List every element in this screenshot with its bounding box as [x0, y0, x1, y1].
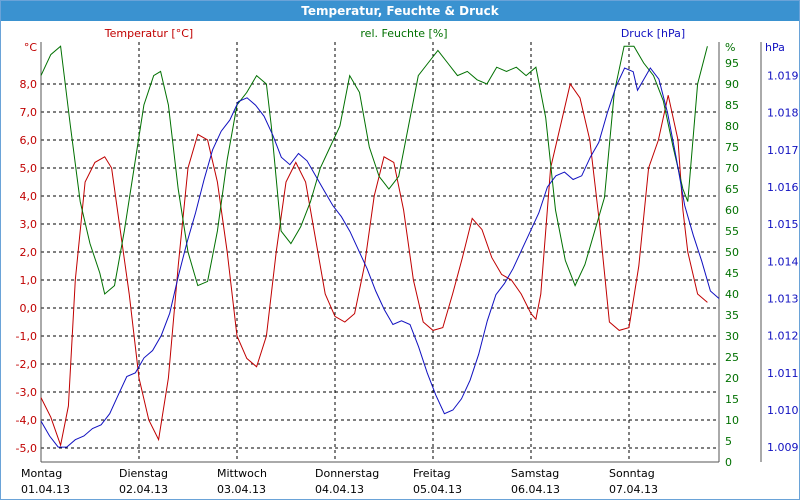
window-title: Temperatur, Feuchte & Druck [1, 1, 799, 21]
temperature-tick-label: 2,0 [20, 246, 38, 259]
humidity-tick-label: 80 [725, 120, 739, 133]
labels: -5,0 -4,0 -3,0 -2,0 -1,0 0,0 1,0 2,0 3,0 4,0 5,0 6,… [16, 27, 799, 496]
x-date-label: 02.04.13 [119, 483, 168, 496]
humidity-tick-label: 65 [725, 183, 739, 196]
series [40, 45, 720, 448]
temperature-tick-label: 5,0 [20, 162, 38, 175]
humidity-tick-label: 35 [725, 309, 739, 322]
x-day-label: Dienstag [119, 467, 168, 480]
pressure-tick-label: 1.019 [767, 69, 799, 82]
humidity-unit-label: % [725, 41, 735, 54]
pressure-tick-label: 1.016 [767, 181, 799, 194]
x-day-label: Freitag [413, 467, 451, 480]
temperature-tick-label: -5,0 [16, 442, 37, 455]
humidity-tick-label: 25 [725, 351, 739, 364]
temperature-tick-label: 6,0 [20, 134, 38, 147]
x-day-label: Donnerstag [315, 467, 379, 480]
grid [41, 42, 719, 462]
humidity-tick-label: 90 [725, 78, 739, 91]
pressure-tick-label: 1.010 [767, 404, 799, 417]
humidity-tick-label: 0 [725, 456, 732, 469]
x-date-label: 07.04.13 [609, 483, 658, 496]
pressure-tick-label: 1.015 [767, 218, 799, 231]
pressure-tick-label: 1.014 [767, 255, 799, 268]
pressure-unit-label: hPa [765, 41, 785, 54]
series-line-temperature [40, 82, 708, 448]
x-date-label: 06.04.13 [511, 483, 560, 496]
humidity-tick-label: 20 [725, 372, 739, 385]
temperature-tick-label: 8,0 [20, 78, 38, 91]
pressure-tick-label: 1.013 [767, 292, 799, 305]
x-day-label: Montag [21, 467, 62, 480]
pressure-tick-label: 1.012 [767, 330, 799, 343]
humidity-tick-label: 40 [725, 288, 739, 301]
humidity-tick-label: 60 [725, 204, 739, 217]
humidity-tick-label: 45 [725, 267, 739, 280]
temperature-tick-label: -1,0 [16, 330, 37, 343]
temperature-tick-label: -3,0 [16, 386, 37, 399]
humidity-tick-label: 5 [725, 435, 732, 448]
temperature-tick-label: 0,0 [20, 302, 38, 315]
pressure-tick-label: 1.009 [767, 441, 799, 454]
humidity-tick-label: 85 [725, 99, 739, 112]
temperature-unit-label: °C [24, 41, 38, 54]
x-date-label: 01.04.13 [21, 483, 70, 496]
pressure-tick-label: 1.017 [767, 144, 799, 157]
temperature-axis-title: Temperatur [°C] [104, 27, 193, 40]
pressure-tick-label: 1.018 [767, 107, 799, 120]
temperature-tick-label: 4,0 [20, 190, 38, 203]
x-date-label: 05.04.13 [413, 483, 462, 496]
humidity-tick-label: 50 [725, 246, 739, 259]
chart-canvas: -5,0 -4,0 -3,0 -2,0 -1,0 0,0 1,0 2,0 3,0 4,0 5,0 6,… [16, 27, 799, 496]
x-day-label: Mittwoch [217, 467, 267, 480]
humidity-tick-label: 75 [725, 141, 739, 154]
pressure-axis-title: Druck [hPa] [621, 27, 685, 40]
temperature-tick-label: 1,0 [20, 274, 38, 287]
humidity-tick-label: 95 [725, 57, 739, 70]
humidity-tick-label: 55 [725, 225, 739, 238]
temperature-tick-label: 3,0 [20, 218, 38, 231]
humidity-tick-label: 10 [725, 414, 739, 427]
x-date-label: 03.04.13 [217, 483, 266, 496]
series-line-humidity [40, 45, 708, 295]
temperature-tick-label: 7,0 [20, 106, 38, 119]
series-line-pressure [40, 67, 720, 448]
x-day-label: Samstag [511, 467, 559, 480]
temperature-tick-label: -2,0 [16, 358, 37, 371]
axes [40, 42, 762, 463]
humidity-tick-label: 15 [725, 393, 739, 406]
temperature-tick-label: -4,0 [16, 414, 37, 427]
x-day-label: Sonntag [609, 467, 655, 480]
humidity-tick-label: 30 [725, 330, 739, 343]
x-date-label: 04.04.13 [315, 483, 364, 496]
pressure-tick-label: 1.011 [767, 367, 799, 380]
humidity-tick-label: 70 [725, 162, 739, 175]
humidity-axis-title: rel. Feuchte [%] [360, 27, 447, 40]
